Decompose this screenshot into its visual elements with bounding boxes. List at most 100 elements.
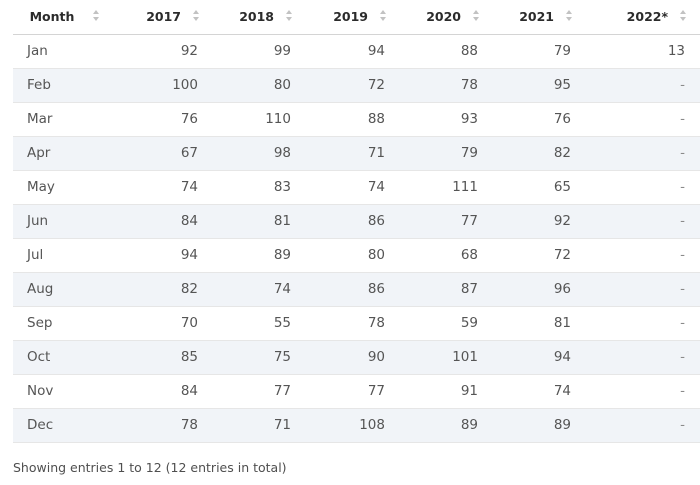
- column-header-y2018[interactable]: 2018: [213, 0, 306, 35]
- cell-text: 92: [180, 43, 198, 59]
- column-header-label: 2018: [239, 9, 274, 24]
- value-cell: 95: [493, 68, 586, 103]
- column-header-month[interactable]: Month: [13, 0, 113, 35]
- cell-text: 74: [273, 281, 291, 297]
- value-cell: 81: [213, 204, 306, 239]
- value-cell: 86: [306, 272, 400, 307]
- column-header-y2019[interactable]: 2019: [306, 0, 400, 35]
- value-cell: 91: [400, 374, 493, 409]
- cell-text: 84: [180, 213, 198, 229]
- cell-text: 111: [452, 179, 478, 195]
- cell-text: Mar: [27, 111, 53, 127]
- sort-updown-icon[interactable]: [93, 9, 101, 23]
- value-cell: 85: [113, 340, 213, 375]
- column-header-y2020[interactable]: 2020: [400, 0, 493, 35]
- cell-text: 55: [273, 315, 291, 331]
- value-cell: 87: [400, 272, 493, 307]
- value-cell: 82: [493, 136, 586, 171]
- cell-text: 89: [460, 417, 478, 433]
- column-header-y2022[interactable]: 2022*: [586, 0, 700, 35]
- column-header-label: 2022*: [626, 9, 668, 24]
- cell-text: -: [680, 281, 685, 297]
- value-cell: -: [586, 170, 700, 205]
- cell-text: Jun: [27, 213, 49, 229]
- value-cell: 108: [306, 408, 400, 443]
- value-cell: -: [586, 238, 700, 273]
- cell-text: 91: [460, 383, 478, 399]
- cell-text: 85: [180, 349, 198, 365]
- value-cell: 76: [113, 102, 213, 137]
- sort-updown-icon[interactable]: [193, 9, 201, 23]
- value-cell: 80: [306, 238, 400, 273]
- cell-text: 77: [367, 383, 385, 399]
- value-cell: 67: [113, 136, 213, 171]
- header-row: Month 2017 2018 2019 2020 2021 2022*: [13, 0, 700, 35]
- cell-text: -: [680, 315, 685, 331]
- value-cell: 78: [306, 306, 400, 341]
- month-cell: Aug: [13, 272, 113, 307]
- cell-text: Sep: [27, 315, 53, 331]
- cell-text: Jan: [27, 43, 48, 59]
- value-cell: 84: [113, 204, 213, 239]
- cell-text: 86: [367, 281, 385, 297]
- sort-updown-icon[interactable]: [380, 9, 388, 23]
- cell-text: 65: [553, 179, 571, 195]
- column-header-label: 2019: [333, 9, 368, 24]
- table-body: Jan 92 99 94 88 79 13 Feb 100 80 72 78 95 - Mar 76 110 88…: [13, 34, 700, 443]
- table-row: Jul 94 89 80 68 72 -: [13, 238, 700, 273]
- cell-text: 71: [273, 417, 291, 433]
- value-cell: -: [586, 340, 700, 375]
- cell-text: 92: [553, 213, 571, 229]
- value-cell: 94: [113, 238, 213, 273]
- month-cell: Jul: [13, 238, 113, 273]
- table-row: May 74 83 74 111 65 -: [13, 170, 700, 205]
- cell-text: 87: [460, 281, 478, 297]
- cell-text: 99: [273, 43, 291, 59]
- cell-text: 79: [460, 145, 478, 161]
- value-cell: 90: [306, 340, 400, 375]
- column-header-y2021[interactable]: 2021: [493, 0, 586, 35]
- cell-text: 95: [553, 77, 571, 93]
- sort-updown-icon[interactable]: [680, 9, 688, 23]
- cell-text: 98: [273, 145, 291, 161]
- cell-text: 78: [460, 77, 478, 93]
- value-cell: 77: [213, 374, 306, 409]
- cell-text: 101: [452, 349, 478, 365]
- sort-updown-icon[interactable]: [566, 9, 574, 23]
- cell-text: 77: [273, 383, 291, 399]
- value-cell: 71: [306, 136, 400, 171]
- cell-text: 76: [553, 111, 571, 127]
- cell-text: 74: [180, 179, 198, 195]
- month-cell: Feb: [13, 68, 113, 103]
- table-row: Oct 85 75 90 101 94 -: [13, 340, 700, 375]
- cell-text: 82: [553, 145, 571, 161]
- month-cell: Dec: [13, 408, 113, 443]
- cell-text: -: [680, 213, 685, 229]
- month-cell: Sep: [13, 306, 113, 341]
- value-cell: 110: [213, 102, 306, 137]
- month-cell: May: [13, 170, 113, 205]
- column-header-label: 2017: [146, 9, 181, 24]
- cell-text: 84: [180, 383, 198, 399]
- value-cell: 82: [113, 272, 213, 307]
- cell-text: 89: [553, 417, 571, 433]
- sort-updown-icon[interactable]: [473, 9, 481, 23]
- value-cell: 65: [493, 170, 586, 205]
- entries-info: Showing entries 1 to 12 (12 entries in t…: [13, 460, 287, 475]
- value-cell: 68: [400, 238, 493, 273]
- value-cell: 94: [493, 340, 586, 375]
- cell-text: Jul: [27, 247, 44, 263]
- cell-text: 81: [553, 315, 571, 331]
- cell-text: 79: [553, 43, 571, 59]
- month-cell: Jun: [13, 204, 113, 239]
- cell-text: 93: [460, 111, 478, 127]
- value-cell: 74: [493, 374, 586, 409]
- cell-text: 82: [180, 281, 198, 297]
- cell-text: 70: [180, 315, 198, 331]
- cell-text: 72: [553, 247, 571, 263]
- month-cell: Apr: [13, 136, 113, 171]
- value-cell: 89: [400, 408, 493, 443]
- cell-text: 72: [367, 77, 385, 93]
- sort-updown-icon[interactable]: [286, 9, 294, 23]
- column-header-y2017[interactable]: 2017: [113, 0, 213, 35]
